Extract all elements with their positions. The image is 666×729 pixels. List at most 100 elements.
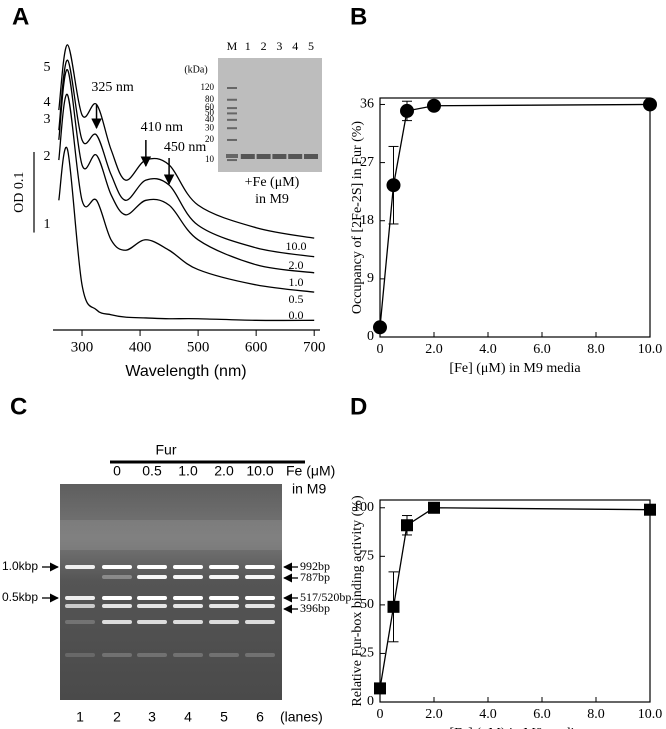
gel-band: [137, 620, 167, 624]
inset-lane-label: 3: [276, 39, 282, 53]
lane-number: 5: [220, 709, 228, 725]
lane-number: 3: [148, 709, 156, 725]
x-tick-label: 2.0: [425, 342, 443, 357]
y-axis-label: Relative Fur-box binding activity (%): [350, 495, 365, 707]
lane-number: 2: [113, 709, 121, 725]
gel-band: [173, 596, 203, 600]
inset-lane-label: 4: [292, 39, 298, 53]
plot-frame: [379, 97, 651, 338]
spectrum-line: [58, 59, 315, 258]
gel-band: [65, 620, 95, 624]
inset-marker-label: 10: [205, 154, 215, 164]
x-tick-label: 10.0: [638, 342, 663, 357]
marker: [427, 98, 441, 113]
gel-band: [245, 604, 275, 608]
marker: [373, 320, 387, 335]
lanes-label: (lanes): [280, 709, 323, 725]
inset-marker-label: 50: [205, 107, 215, 117]
inset-marker-band: [227, 159, 237, 162]
size-marker: 1.0kbp: [2, 559, 38, 573]
fe-subheader: in M9: [292, 481, 326, 497]
x-tick-label: 300: [71, 339, 94, 355]
gel-band: [173, 653, 203, 657]
y-tick-label: 27: [360, 155, 374, 170]
y-tick-label: 0: [367, 329, 374, 344]
spectrum-line: [58, 44, 315, 239]
inset-gel: [218, 58, 322, 172]
gel-band: [209, 565, 239, 569]
panel-letter: D: [350, 393, 367, 420]
legend-entry: 0.0: [289, 308, 304, 322]
annotation: 410 nm: [141, 120, 184, 135]
inset-band: [304, 154, 318, 159]
gel-band: [65, 604, 95, 608]
marker: [400, 103, 414, 118]
x-tick-label: 700: [303, 339, 326, 355]
inset-lane-label: 5: [308, 39, 314, 53]
data-line: [379, 103, 651, 328]
annotation: 325 nm: [91, 80, 134, 95]
gel-band: [209, 653, 239, 657]
gel-band: [245, 565, 275, 569]
marker: [386, 178, 401, 193]
marker: [643, 97, 657, 112]
size-marker: 396bp: [300, 601, 330, 615]
lane-number: 4: [184, 709, 192, 725]
size-marker: 0.5kbp: [2, 590, 38, 604]
spectrum-line: [58, 94, 315, 293]
fe-value: 1.0: [178, 463, 198, 479]
gel-haze: [60, 520, 282, 550]
annotation: 450 nm: [164, 140, 207, 155]
gel-band: [209, 575, 239, 579]
size-marker: 787bp: [300, 570, 330, 584]
inset-band: [256, 154, 271, 159]
x-tick-label: 400: [129, 339, 152, 355]
gel-band: [102, 604, 132, 608]
marker: [428, 501, 440, 514]
inset-lane-label: 2: [261, 39, 267, 53]
group-label: Fur: [156, 442, 177, 458]
inset-unit: (kDa): [184, 64, 207, 75]
x-tick-label: 500: [187, 339, 210, 355]
legend-entry: 1.0: [289, 275, 304, 289]
inset-lane-label: M: [227, 39, 238, 53]
y-tick-label: 100: [353, 500, 374, 515]
panel-letter: B: [350, 3, 367, 30]
fe-value: 0: [113, 463, 121, 479]
legend-entry: 0.5: [289, 292, 304, 306]
inset-marker-band: [227, 107, 237, 110]
inset-marker-label: 60: [205, 102, 215, 112]
plot-frame: [379, 499, 651, 703]
y-axis-label: Occupancy of [2Fe-2S] in Fur (%): [350, 121, 365, 315]
fe-value: 2.0: [214, 463, 234, 479]
gel-band: [245, 596, 275, 600]
lane-number: 6: [256, 709, 264, 725]
gel-band: [65, 653, 95, 657]
gel-band: [137, 604, 167, 608]
gel-band: [209, 604, 239, 608]
x-tick-label: 0: [377, 342, 384, 357]
curve-number: 4: [44, 95, 51, 110]
x-tick-label: 600: [245, 339, 268, 355]
legend-title: +Fe (μM): [245, 175, 300, 190]
curve-number: 3: [44, 112, 51, 127]
x-tick-label: 2.0: [425, 707, 443, 722]
gel-image: [60, 484, 282, 700]
gel-band: [173, 575, 203, 579]
y-tick-label: 9: [367, 271, 374, 286]
gel-band: [209, 620, 239, 624]
gel-band: [173, 620, 203, 624]
inset-marker-band: [227, 118, 237, 121]
inset-marker-band: [227, 98, 237, 101]
x-tick-label: 8.0: [587, 342, 605, 357]
inset-band: [240, 154, 255, 159]
inset-marker-band: [227, 138, 237, 141]
curve-number: 5: [44, 60, 51, 75]
size-marker: 992bp: [300, 559, 330, 573]
x-tick-label: 4.0: [479, 342, 497, 357]
inset-marker-label: 80: [205, 94, 215, 104]
marker: [401, 519, 413, 532]
x-axis-label: [Fe] (μM) in M9 media: [449, 726, 581, 729]
gel-band: [102, 620, 132, 624]
